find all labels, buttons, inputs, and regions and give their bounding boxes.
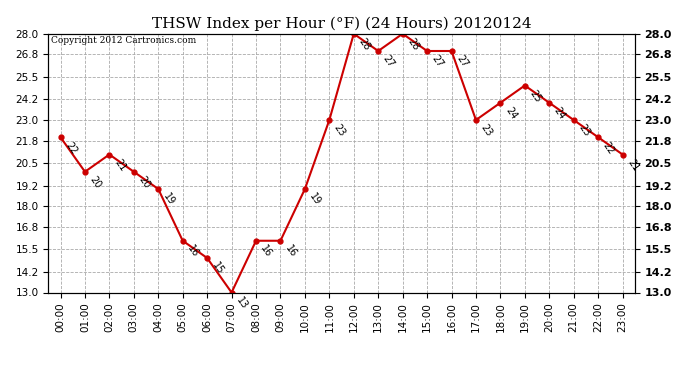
Text: 27: 27 xyxy=(454,54,470,70)
Text: 20: 20 xyxy=(88,174,103,190)
Text: 16: 16 xyxy=(186,243,201,259)
Title: THSW Index per Hour (°F) (24 Hours) 20120124: THSW Index per Hour (°F) (24 Hours) 2012… xyxy=(152,17,531,31)
Text: 23: 23 xyxy=(576,123,592,139)
Text: 21: 21 xyxy=(112,157,128,173)
Text: 15: 15 xyxy=(210,261,225,277)
Text: 27: 27 xyxy=(381,54,396,70)
Text: 16: 16 xyxy=(283,243,299,259)
Text: 24: 24 xyxy=(552,105,567,122)
Text: 23: 23 xyxy=(479,123,494,139)
Text: 22: 22 xyxy=(601,140,616,156)
Text: 22: 22 xyxy=(63,140,79,156)
Text: 23: 23 xyxy=(332,123,347,139)
Text: 20: 20 xyxy=(137,174,152,190)
Text: Copyright 2012 Cartronics.com: Copyright 2012 Cartronics.com xyxy=(51,36,197,45)
Text: 28: 28 xyxy=(357,36,372,52)
Text: 25: 25 xyxy=(528,88,543,104)
Text: 19: 19 xyxy=(161,192,176,207)
Text: 16: 16 xyxy=(259,243,274,259)
Text: 13: 13 xyxy=(235,295,250,311)
Text: 28: 28 xyxy=(406,36,421,52)
Text: 19: 19 xyxy=(308,192,323,207)
Text: 27: 27 xyxy=(430,54,445,70)
Text: 24: 24 xyxy=(503,105,518,122)
Text: 21: 21 xyxy=(625,157,640,173)
